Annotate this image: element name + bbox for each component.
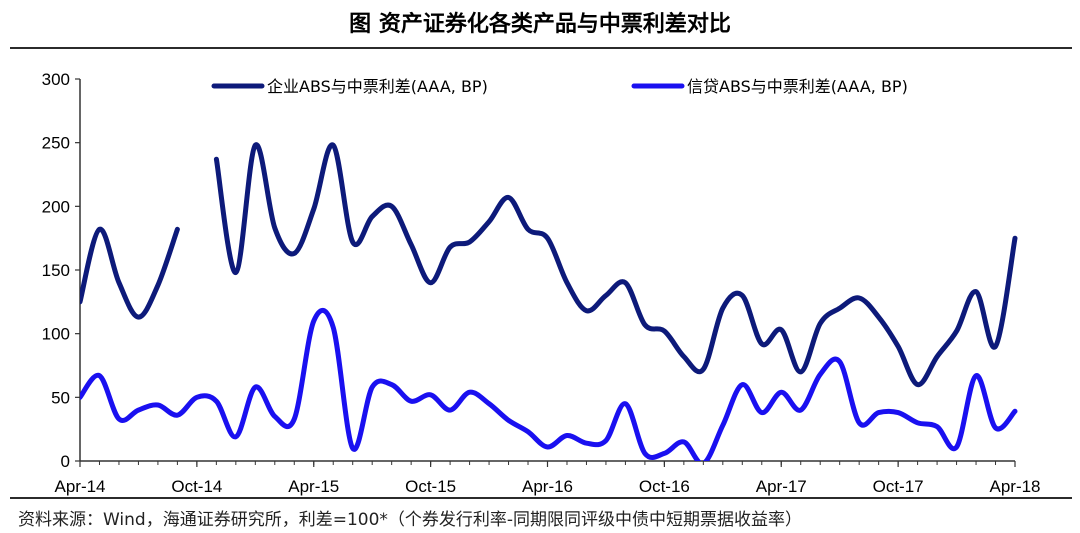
x-tick-label: Oct-17 <box>873 477 924 496</box>
series-line-1-segment-1 <box>80 226 180 320</box>
legend-label-2: 信贷ABS与中票利差(AAA, BP) <box>687 77 908 96</box>
chart-axes: 0 50 100 150 200 250 300 Apr-14 Oct-14 Apr-15 Oct-… <box>42 70 1041 496</box>
y-tick-label: 250 <box>42 134 70 153</box>
chart-title: 图 资产证券化各类产品与中票利差对比 <box>349 11 731 37</box>
source-note: 资料来源：Wind，海通证券研究所，利差=100*（个券发行利率-同期限同评级中… <box>18 510 803 530</box>
x-tick-label: Apr-14 <box>54 477 105 496</box>
x-tick-label: Apr-15 <box>288 477 339 496</box>
y-tick-label: 50 <box>51 388 70 407</box>
legend-label-1: 企业ABS与中票利差(AAA, BP) <box>267 77 488 96</box>
x-tick-label: Apr-17 <box>756 477 807 496</box>
chart-series <box>80 142 1018 461</box>
x-tick-label: Apr-16 <box>522 477 573 496</box>
series-line-2-segment-1 <box>80 307 1018 461</box>
x-tick-label: Oct-16 <box>639 477 690 496</box>
y-tick-label: 0 <box>61 452 70 471</box>
y-tick-label: 150 <box>42 261 70 280</box>
y-tick-label: 300 <box>42 70 70 89</box>
chart-legend: 企业ABS与中票利差(AAA, BP) 信贷ABS与中票利差(AAA, BP) <box>211 77 908 96</box>
source-divider <box>10 497 1072 499</box>
series-line-1-segment-2 <box>213 142 1018 388</box>
x-tick-label: Oct-14 <box>171 477 222 496</box>
title-divider <box>10 47 1072 49</box>
y-tick-label: 200 <box>42 197 70 216</box>
x-tick-label: Apr-18 <box>989 477 1040 496</box>
x-tick-label: Oct-15 <box>405 477 456 496</box>
y-tick-label: 100 <box>42 325 70 344</box>
